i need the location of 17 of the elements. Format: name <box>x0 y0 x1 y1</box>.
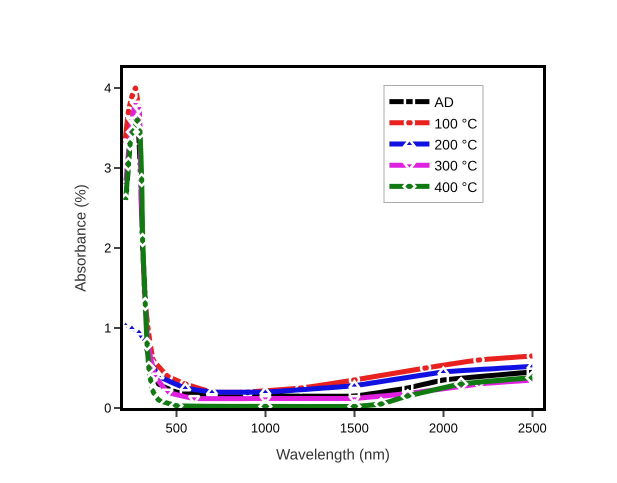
legend-label: AD <box>434 94 454 110</box>
y-axis-title: Absorbance (%) <box>72 184 90 292</box>
x-tick-label: 500 <box>166 420 188 436</box>
y-tick-label: 2 <box>104 240 112 256</box>
y-tick-label: 3 <box>104 160 112 176</box>
legend-label: 300 °C <box>434 158 478 174</box>
x-tick-label: 1000 <box>250 420 280 436</box>
y-tick-label: 1 <box>104 320 112 336</box>
x-axis-title: Wavelength (nm) <box>276 446 390 464</box>
y-tick-label: 4 <box>104 80 112 96</box>
y-tick-label: 0 <box>104 400 112 416</box>
legend-label: 400 °C <box>434 178 478 195</box>
legend-label: 200 °C <box>434 136 478 152</box>
x-tick-label: 2500 <box>518 420 547 436</box>
x-tick-label: 1500 <box>340 420 369 436</box>
legend-label: 100 °C <box>434 115 478 132</box>
x-tick-label: 2000 <box>428 420 458 436</box>
